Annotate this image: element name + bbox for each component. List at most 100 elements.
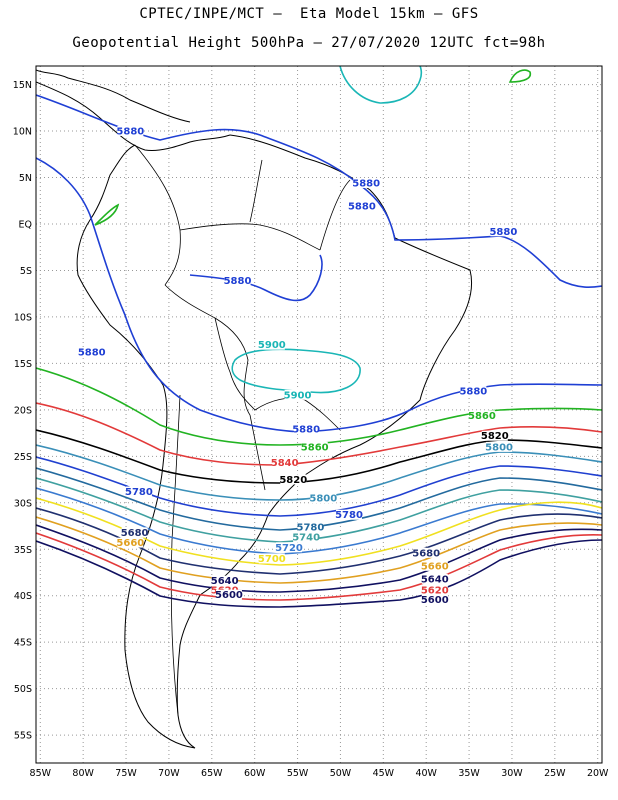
contour-5860 (36, 367, 602, 446)
map-title-line-1: CPTEC/INPE/MCT — Eta Model 15km — GFS (139, 6, 479, 22)
contour-label-background (224, 275, 251, 286)
lat-tick-label: 15S (14, 359, 32, 370)
lon-tick-label: 45W (373, 768, 395, 779)
contour-label: 5820 (481, 431, 509, 442)
contour-label-background (293, 424, 320, 435)
lat-tick-label: 10N (13, 127, 32, 138)
contour-5880-south (36, 157, 602, 433)
contour-label: 5840 (271, 458, 299, 469)
contour-5880-inner (189, 254, 323, 302)
lon-tick-label: 30W (501, 768, 523, 779)
lat-tick-label: 35S (14, 545, 32, 556)
contour-label: 5800 (309, 493, 337, 504)
contour-label-background (301, 441, 328, 452)
contour-label-background (117, 125, 144, 136)
contour-label: 5640 (421, 574, 449, 585)
lon-tick-label: 55W (287, 768, 309, 779)
contour-label: 5780 (125, 487, 153, 498)
contour-5900-north (339, 66, 423, 104)
lon-tick-label: 75W (115, 768, 137, 779)
contour-label-background (121, 527, 148, 538)
contour-label: 5880 (459, 387, 487, 398)
contour-label: 5660 (116, 538, 144, 549)
contour-5720 (36, 487, 602, 555)
contour-label-background (297, 521, 324, 532)
contour-label-background (125, 486, 152, 497)
contour-5600 (36, 539, 602, 608)
contour-label-background (78, 347, 105, 358)
contour-label: 5880 (352, 178, 380, 189)
lon-tick-label: 25W (544, 768, 566, 779)
contour-label-background (211, 575, 238, 586)
contour-5860-small-north (508, 69, 532, 83)
contour-label: 5640 (211, 576, 239, 587)
contour-label: 5880 (224, 276, 252, 287)
contour-label-background (284, 389, 311, 400)
contour-5640 (36, 524, 602, 593)
contour-5660 (36, 516, 602, 584)
contour-5680 (36, 507, 602, 575)
lon-tick-label: 50W (330, 768, 352, 779)
contour-label-background (468, 410, 495, 421)
contour-label-background (421, 585, 448, 596)
contour-label: 5680 (121, 528, 149, 539)
map-title-line-2: Geopotential Height 500hPa — 27/07/2020 … (72, 35, 546, 51)
contour-label-background (421, 560, 448, 571)
contour-label-background (481, 430, 508, 441)
lat-tick-label: 55S (14, 731, 32, 742)
continent-outline (36, 69, 473, 749)
contour-5620 (36, 532, 602, 601)
lat-lon-grid (36, 66, 602, 763)
contour-label: 5900 (258, 340, 286, 351)
contour-label: 5700 (258, 554, 286, 565)
lon-tick-label: 20W (587, 768, 609, 779)
contour-label: 5800 (485, 442, 513, 453)
contour-label-background (421, 573, 448, 584)
contour-label-background (348, 201, 375, 212)
south-america-coast (76, 134, 473, 749)
contour-label-background (413, 547, 440, 558)
contour-label: 5860 (468, 411, 496, 422)
contour-label-background (336, 509, 363, 520)
contour-5840 (36, 402, 602, 466)
contour-label-background (215, 589, 242, 600)
contour-5760 (36, 467, 602, 531)
lat-tick-label: EQ (19, 219, 32, 230)
lat-tick-label: 50S (14, 684, 32, 695)
lon-tick-label: 85W (30, 768, 52, 779)
lat-tick-label: 20S (14, 405, 32, 416)
lon-tick-label: 70W (158, 768, 180, 779)
contour-label: 5900 (284, 390, 312, 401)
contour-label: 5780 (297, 522, 325, 533)
lat-tick-label: 40S (14, 591, 32, 602)
contour-label-background (421, 594, 448, 605)
contour-label: 5860 (301, 442, 329, 453)
contour-label-background (271, 457, 298, 468)
lon-tick-label: 35W (458, 768, 480, 779)
lat-tick-label: 30S (14, 498, 32, 509)
contour-label: 5600 (421, 595, 449, 606)
lon-tick-label: 40W (415, 768, 437, 779)
contour-label: 5600 (215, 590, 243, 601)
national-borders (134, 144, 351, 716)
contour-label: 5780 (335, 510, 363, 521)
contour-label-background (117, 537, 144, 548)
contour-label: 5880 (348, 202, 376, 213)
contour-label: 5880 (489, 227, 517, 238)
contour-label-background (258, 339, 285, 350)
contour-label: 5680 (412, 548, 440, 559)
lat-tick-label: 25S (14, 452, 32, 463)
contour-label: 5820 (279, 475, 307, 486)
contour-label: 5880 (292, 425, 320, 436)
contour-label: 5720 (275, 543, 303, 554)
contour-label-background (353, 177, 380, 188)
contour-label-background (460, 386, 487, 397)
contour-5740 (36, 477, 602, 543)
contour-label: 5620 (421, 586, 449, 597)
lon-tick-label: 80W (72, 768, 94, 779)
north-coast (36, 69, 191, 123)
contour-label: 5660 (421, 561, 449, 572)
contour-label-background (280, 474, 307, 485)
central-america-coast (36, 81, 231, 151)
